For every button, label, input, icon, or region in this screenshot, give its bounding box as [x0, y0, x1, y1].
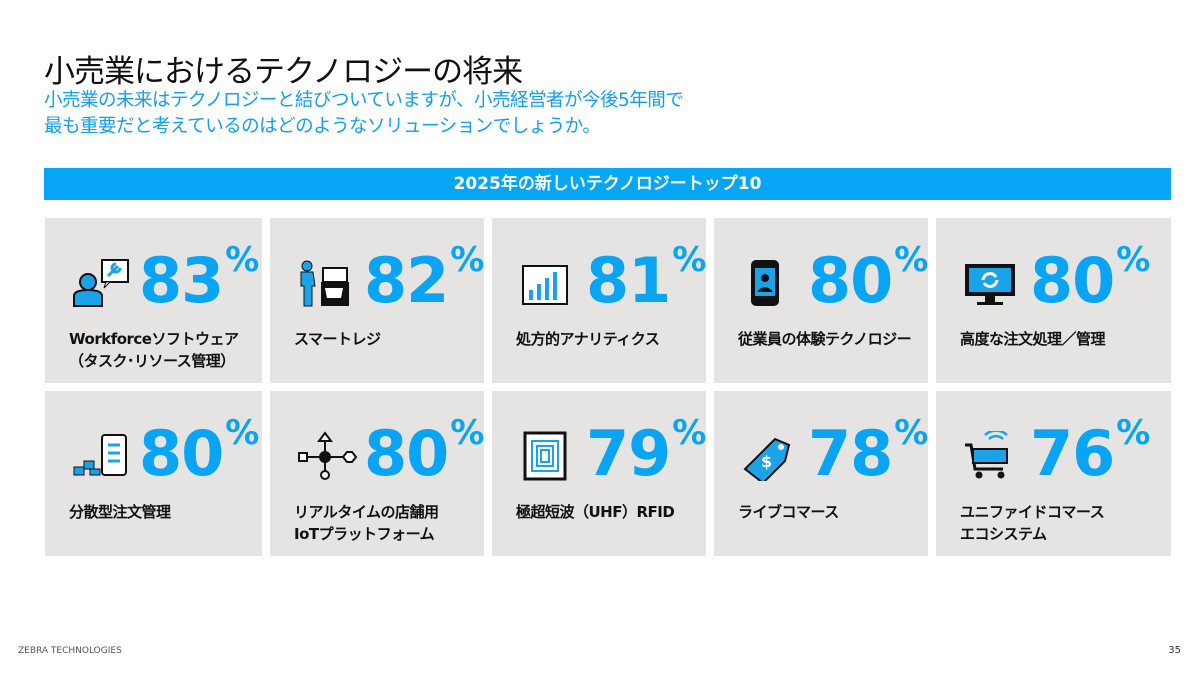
- tech-label-line: 極超短波（UHF）RFID: [516, 503, 675, 521]
- tech-label-line: ライブコマース: [738, 503, 839, 521]
- tech-label-line: IoTプラットフォーム: [294, 525, 435, 543]
- percentage-value: 82: [364, 244, 449, 317]
- tech-label: スマートレジ: [294, 328, 381, 350]
- percentage-value: 80: [364, 417, 449, 490]
- tech-label: 従業員の体験テクノロジー: [738, 328, 912, 350]
- tech-card: $ 78% ライブコマース: [714, 391, 928, 556]
- page-subtitle: 小売業の未来はテクノロジーと結びついていますが、小売経営者が今後5年間で 最も重…: [44, 88, 684, 140]
- tech-label: ライブコマース: [738, 501, 839, 523]
- connected-cart-icon: [965, 431, 1008, 479]
- percentage: 81%: [586, 240, 706, 317]
- tech-label: 極超短波（UHF）RFID: [516, 501, 675, 523]
- employee-device-icon: [751, 260, 779, 306]
- percentage: 76%: [1030, 413, 1150, 490]
- percent-sign: %: [450, 413, 484, 453]
- page-number: 35: [1168, 645, 1181, 656]
- tech-card: 80% リアルタイムの店舗用 IoTプラットフォーム: [270, 391, 484, 556]
- order-refresh-icon: [965, 264, 1015, 305]
- percentage: 83%: [139, 240, 259, 317]
- smart-register-icon: [300, 260, 349, 307]
- percentage-value: 79: [586, 417, 671, 490]
- percentage-value: 78: [808, 417, 893, 490]
- percentage: 82%: [364, 240, 484, 317]
- percent-sign: %: [225, 240, 259, 280]
- tech-card: 81% 処方的アナリティクス: [492, 218, 706, 383]
- tech-label-line: リアルタイムの店舗用: [294, 503, 439, 521]
- percent-sign: %: [1116, 240, 1150, 280]
- percentage: 80%: [808, 240, 928, 317]
- percent-sign: %: [672, 240, 706, 280]
- percent-sign: %: [894, 240, 928, 280]
- tech-label-line: スマートレジ: [294, 330, 381, 348]
- percentage: 79%: [586, 413, 706, 490]
- tech-grid: 83% Workforceソフトウェア （タスク･リソース管理） 82% スマート…: [45, 218, 1171, 556]
- tech-card: 80% 高度な注文処理／管理: [936, 218, 1171, 383]
- distributed-order-icon: [73, 434, 127, 476]
- tech-label: Workforceソフトウェア （タスク･リソース管理）: [69, 328, 239, 372]
- tech-card: 76% ユニファイドコマース エコシステム: [936, 391, 1171, 556]
- tech-label-line: 高度な注文処理／管理: [960, 330, 1106, 348]
- tech-label: 分散型注文管理: [69, 501, 171, 523]
- percentage-value: 80: [139, 417, 224, 490]
- svg-text:$: $: [761, 452, 772, 471]
- percentage-value: 81: [586, 244, 671, 317]
- tech-card: 79% 極超短波（UHF）RFID: [492, 391, 706, 556]
- tech-card: 83% Workforceソフトウェア （タスク･リソース管理）: [45, 218, 262, 383]
- tech-label-line: Workforceソフトウェア: [69, 330, 239, 348]
- tech-label-line: （タスク･リソース管理）: [69, 352, 235, 370]
- percentage: 80%: [1030, 240, 1150, 317]
- page-title: 小売業におけるテクノロジーの将来: [44, 54, 523, 90]
- tech-label-line: 従業員の体験テクノロジー: [738, 330, 912, 348]
- tech-label: 処方的アナリティクス: [516, 328, 660, 350]
- tech-card: 82% スマートレジ: [270, 218, 484, 383]
- percentage: 80%: [139, 413, 259, 490]
- tech-label-line: エコシステム: [960, 525, 1047, 543]
- tech-card: 80% 従業員の体験テクノロジー: [714, 218, 928, 383]
- tech-label-line: 処方的アナリティクス: [516, 330, 660, 348]
- footer-brand: ZEBRA TECHNOLOGIES: [18, 646, 122, 656]
- percentage-value: 80: [808, 244, 893, 317]
- price-tag-icon: $: [743, 437, 791, 481]
- iot-network-icon: [298, 431, 358, 480]
- percentage-value: 83: [139, 244, 224, 317]
- tech-label-line: ユニファイドコマース: [960, 503, 1105, 521]
- tech-label-line: 分散型注文管理: [69, 503, 171, 521]
- percentage-value: 80: [1030, 244, 1115, 317]
- subtitle-line: 最も重要だと考えているのはどのようなソリューションでしょうか。: [44, 116, 601, 137]
- percentage: 80%: [364, 413, 484, 490]
- worker-support-icon: [73, 259, 129, 307]
- percent-sign: %: [225, 413, 259, 453]
- percentage-value: 76: [1030, 417, 1115, 490]
- percentage: 78%: [808, 413, 928, 490]
- percent-sign: %: [672, 413, 706, 453]
- section-banner: 2025年の新しいテクノロジートップ10: [44, 168, 1171, 200]
- tech-label: 高度な注文処理／管理: [960, 328, 1106, 350]
- subtitle-line: 小売業の未来はテクノロジーと結びついていますが、小売経営者が今後5年間で: [44, 90, 684, 111]
- rfid-chip-icon: [523, 431, 567, 481]
- percent-sign: %: [1116, 413, 1150, 453]
- tech-label: リアルタイムの店舗用 IoTプラットフォーム: [294, 501, 439, 545]
- bar-chart-icon: [522, 265, 568, 305]
- percent-sign: %: [450, 240, 484, 280]
- tech-card: 80% 分散型注文管理: [45, 391, 262, 556]
- percent-sign: %: [894, 413, 928, 453]
- tech-label: ユニファイドコマース エコシステム: [960, 501, 1105, 545]
